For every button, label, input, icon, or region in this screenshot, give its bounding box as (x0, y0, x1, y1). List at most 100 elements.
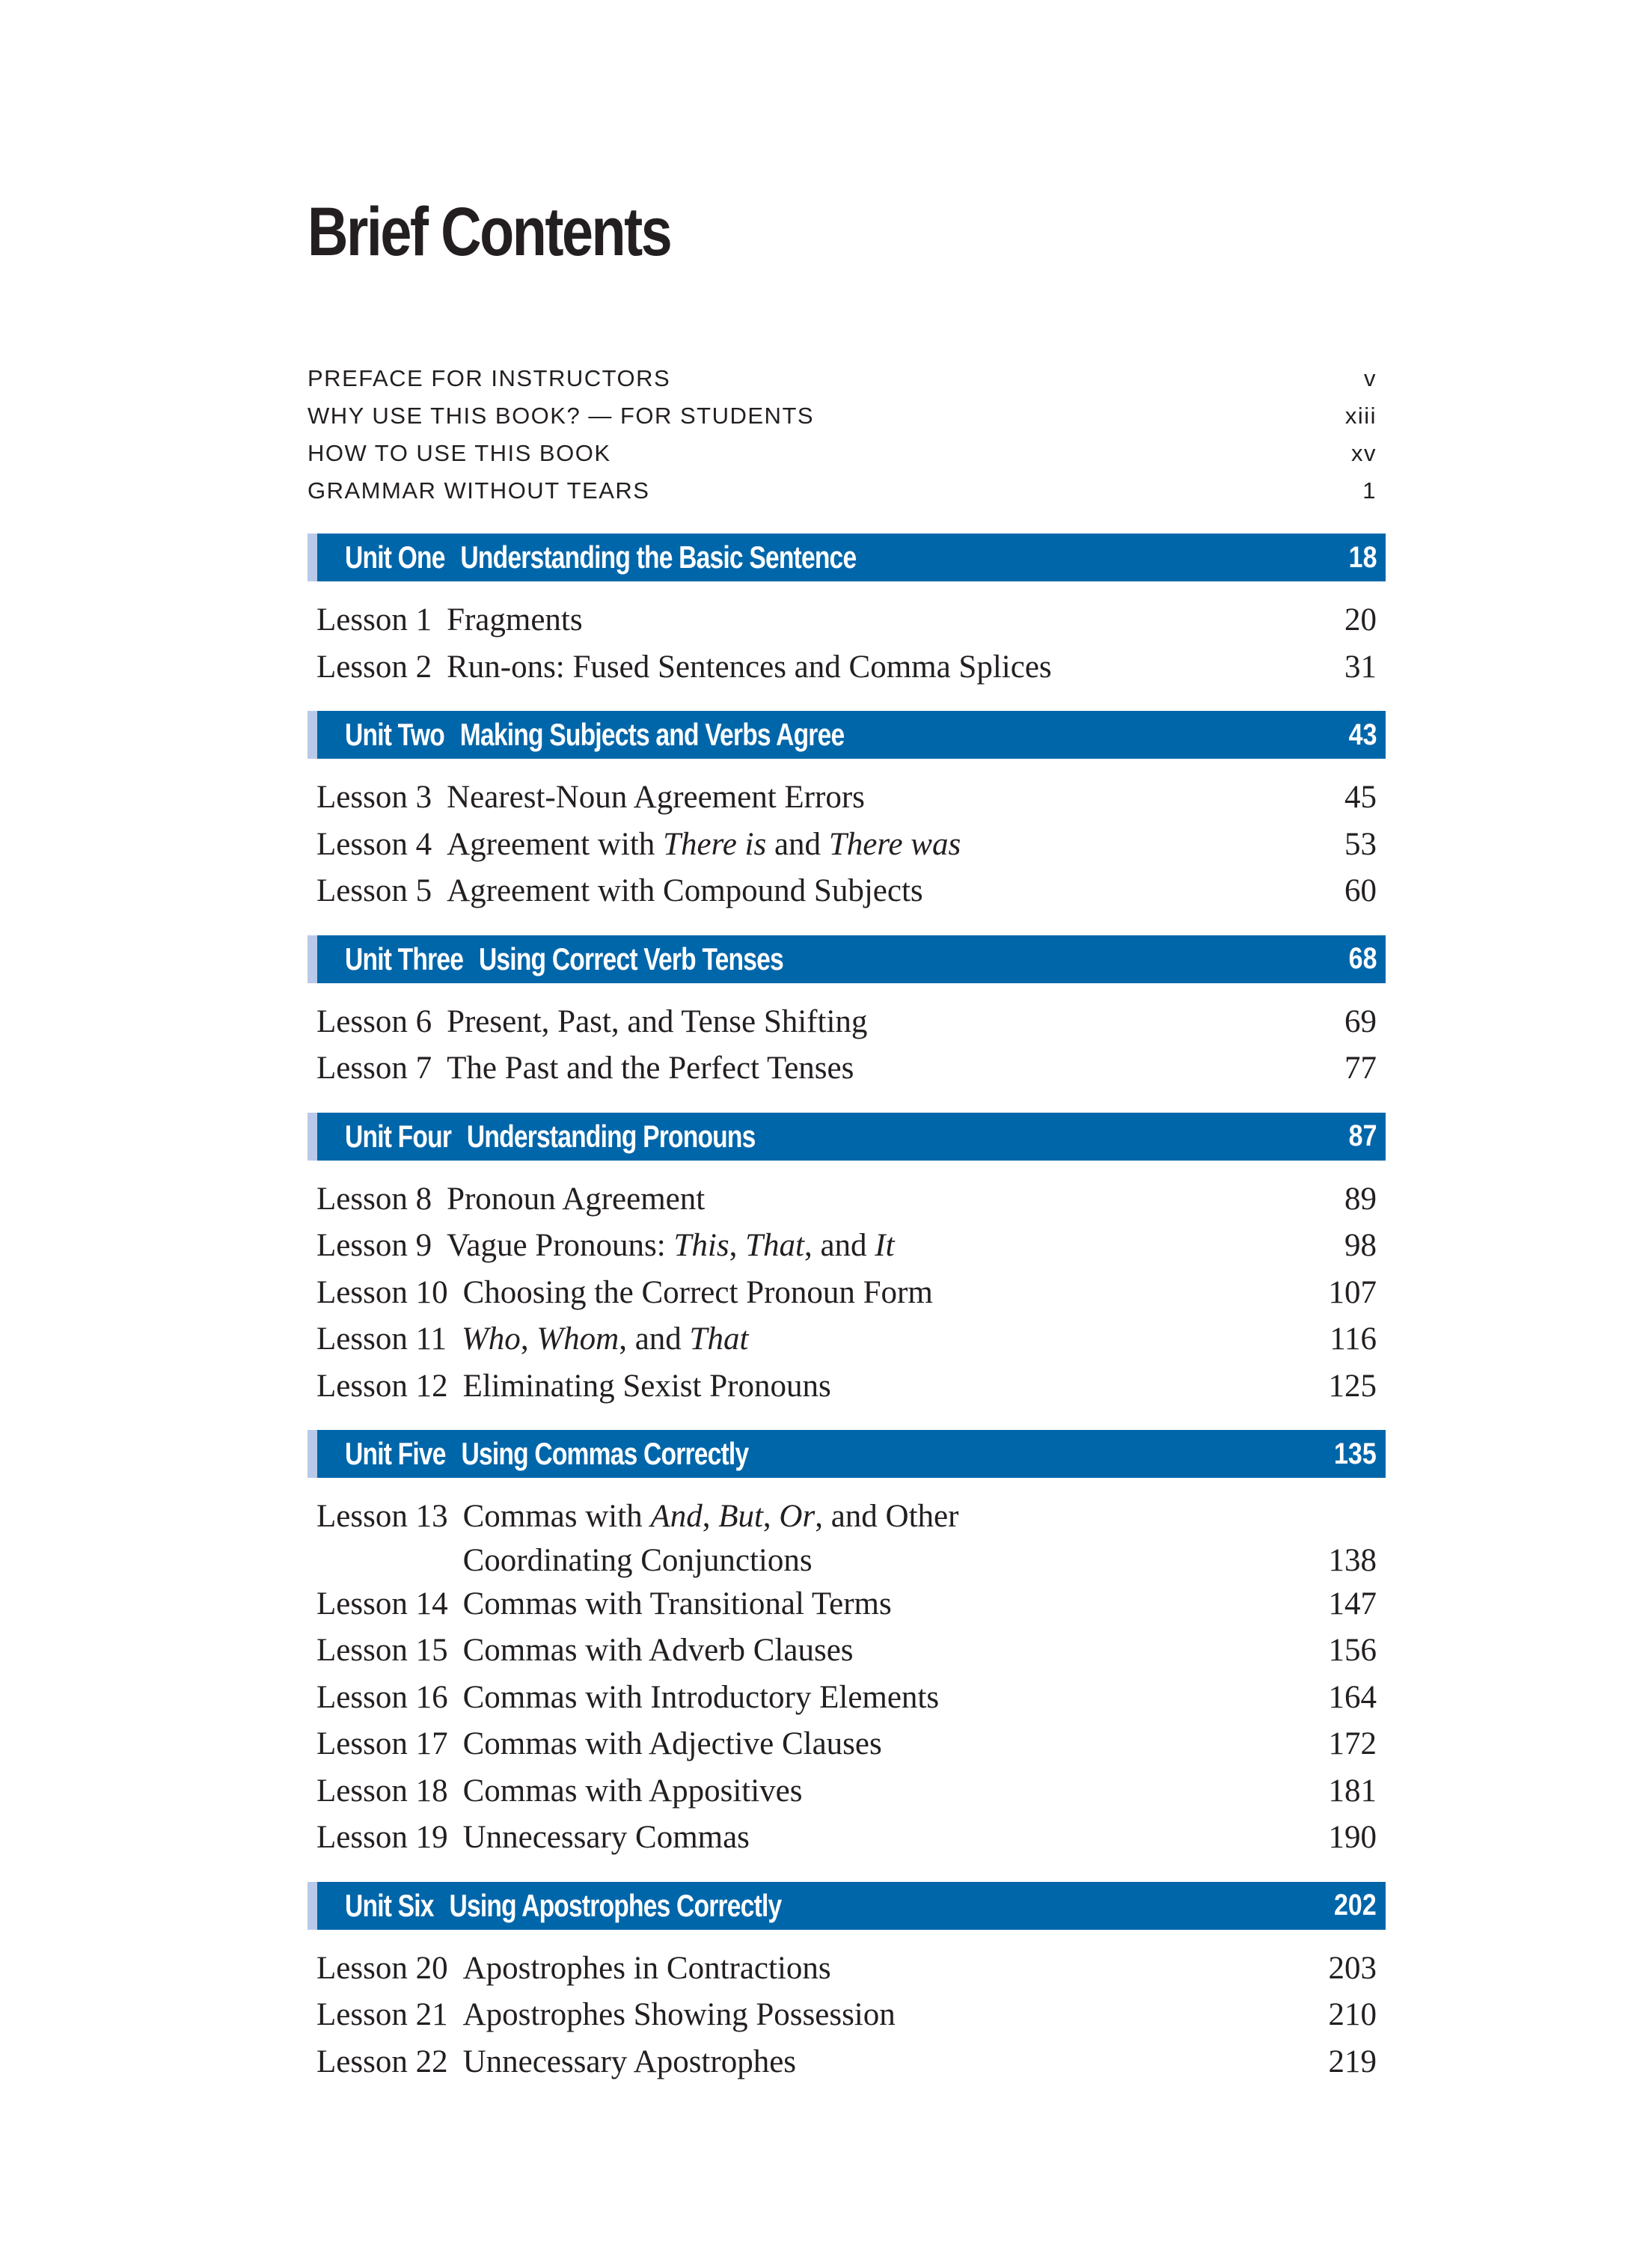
lesson-title: Who, Whom, and That (462, 1316, 748, 1363)
unit-page: 87 (1348, 1119, 1377, 1152)
unit-page: 68 (1348, 942, 1377, 975)
lesson-item[interactable]: Lesson 5 Agreement with Compound Subjects… (316, 868, 1377, 915)
unit-accent-strip (307, 711, 317, 759)
lesson-label: Lesson 1 (316, 602, 432, 638)
front-matter-page: xv (1351, 440, 1377, 466)
lesson-item[interactable]: Lesson 20 Apostrophes in Contractions 203 (316, 1945, 1377, 1993)
unit-label: Unit Three (345, 941, 464, 976)
lesson-page: 89 (1344, 1181, 1377, 1217)
lesson-item[interactable]: Lesson 6 Present, Past, and Tense Shiftin… (316, 999, 1377, 1046)
lesson-page: 172 (1328, 1726, 1377, 1761)
lesson-page: 147 (1328, 1586, 1377, 1621)
lesson-title: Unnecessary Apostrophes (463, 2039, 796, 2086)
unit-accent-strip (307, 534, 317, 581)
front-matter-page: v (1364, 365, 1377, 391)
lesson-item[interactable]: Lesson 12 Eliminating Sexist Pronouns 125 (316, 1363, 1377, 1410)
lesson-item[interactable]: Lesson 16 Commas with Introductory Elemen… (316, 1675, 1377, 1722)
lesson-title-segment: But (718, 1499, 763, 1534)
front-matter-label: WHY USE THIS BOOK? — FOR STUDENTS (307, 403, 815, 429)
front-matter-item[interactable]: WHY USE THIS BOOK? — FOR STUDENTS xiii (307, 397, 1386, 435)
lesson-page: 53 (1344, 826, 1377, 862)
lesson-title-segment: Apostrophes in Contractions (462, 1950, 831, 1986)
unit-page: 43 (1348, 718, 1377, 751)
lesson-item[interactable]: Lesson 19 Unnecessary Commas 190 (316, 1815, 1377, 1862)
lesson-label: Lesson 22 (316, 2044, 448, 2079)
lesson-title-continuation: Coordinating Conjunctions (462, 1542, 813, 1578)
unit-header[interactable]: Unit Four Understanding Pronouns 87 (307, 1112, 1386, 1161)
lesson-list: Lesson 1 Fragments 20 Lesson 2 Run-ons: Fu… (307, 581, 1386, 711)
lesson-title: Run-ons: Fused Sentences and Comma Splic… (447, 644, 1052, 691)
lesson-item[interactable]: Lesson 15 Commas with Adverb Clauses 156 (316, 1627, 1377, 1675)
lesson-title: Apostrophes in Contractions (463, 1945, 831, 1993)
lesson-item[interactable]: Lesson 18 Commas with Appositives 181 (316, 1768, 1377, 1815)
lesson-item[interactable]: Lesson 3 Nearest-Noun Agreement Errors 45 (316, 774, 1377, 822)
lesson-title: Choosing the Correct Pronoun Form (463, 1270, 933, 1317)
unit-label: Unit One (345, 540, 445, 575)
lesson-title-segment: That (745, 1228, 804, 1263)
lesson-item[interactable]: Lesson 14 Commas with Transitional Terms … (316, 1581, 1377, 1628)
lesson-title-segment: , (762, 1499, 780, 1534)
lesson-title-segment: Present, Past, and Tense Shifting (447, 1003, 868, 1039)
lesson-title: Agreement with Compound Subjects (447, 868, 923, 915)
unit-page: 202 (1334, 1889, 1377, 1922)
lesson-list: Lesson 8 Pronoun Agreement 89 Lesson 9 Vag… (307, 1161, 1386, 1431)
unit-header[interactable]: Unit Three Using Correct Verb Tenses 68 (307, 935, 1386, 983)
lesson-title-segment: This (673, 1228, 729, 1263)
lesson-item[interactable]: Lesson 10 Choosing the Correct Pronoun Fo… (316, 1270, 1377, 1317)
unit-label: Unit Two (345, 717, 445, 752)
lesson-item[interactable]: Lesson 7 The Past and the Perfect Tenses … (316, 1045, 1377, 1092)
lesson-item[interactable]: Lesson 21 Apostrophes Showing Possession … (316, 1992, 1377, 2039)
lesson-title: Apostrophes Showing Possession (463, 1992, 896, 2039)
lesson-title-segment: , (520, 1321, 537, 1357)
lesson-title: Commas with Appositives (463, 1768, 803, 1815)
lesson-title: Commas with And, But, Or, and Other (463, 1494, 959, 1541)
unit-label: Unit Six (345, 1887, 434, 1923)
lesson-item[interactable]: Lesson 4 Agreement with There is and Ther… (316, 822, 1377, 869)
lesson-label: Lesson 8 (316, 1181, 432, 1217)
unit-accent-strip (307, 1430, 317, 1478)
lesson-page: 77 (1344, 1051, 1377, 1086)
unit-page: 135 (1334, 1437, 1377, 1470)
lesson-item[interactable]: Lesson 11 Who, Whom, and That 116 (316, 1316, 1377, 1363)
unit-page: 18 (1348, 540, 1377, 574)
lesson-label: Lesson 9 (316, 1228, 432, 1263)
lesson-label: Lesson 4 (316, 826, 432, 862)
front-matter-item[interactable]: HOW TO USE THIS BOOK xv (307, 435, 1386, 472)
unit-header[interactable]: Unit Two Making Subjects and Verbs Agree … (307, 711, 1386, 759)
unit-header[interactable]: Unit Five Using Commas Correctly 135 (307, 1430, 1386, 1478)
lesson-page: 190 (1328, 1820, 1377, 1855)
lesson-title-segment: , (702, 1499, 719, 1534)
lesson-label: Lesson 16 (316, 1679, 448, 1715)
front-matter-item[interactable]: GRAMMAR WITHOUT TEARS 1 (307, 472, 1386, 510)
unit-label: Unit Five (345, 1436, 446, 1471)
lesson-title-segment: Vague Pronouns: (447, 1228, 674, 1263)
lesson-page: 31 (1344, 649, 1377, 685)
lesson-item[interactable]: Lesson 17 Commas with Adjective Clauses 1… (316, 1721, 1377, 1768)
unit-header[interactable]: Unit One Understanding the Basic Sentence… (307, 534, 1386, 581)
lesson-title-segment: Choosing the Correct Pronoun Form (462, 1274, 933, 1310)
lesson-item[interactable]: Lesson 2 Run-ons: Fused Sentences and Com… (316, 644, 1377, 691)
front-matter-label: HOW TO USE THIS BOOK (307, 440, 611, 466)
lesson-title: The Past and the Perfect Tenses (447, 1045, 854, 1092)
lesson-title: Commas with Transitional Terms (463, 1581, 892, 1628)
lesson-title: Present, Past, and Tense Shifting (447, 999, 867, 1046)
lesson-title-segment: There is (663, 826, 767, 862)
lesson-item[interactable]: Lesson 8 Pronoun Agreement 89 (316, 1176, 1377, 1223)
lesson-title-segment: , (729, 1228, 746, 1263)
lesson-item[interactable]: Lesson 9 Vague Pronouns: This, That, and … (316, 1223, 1377, 1270)
unit-accent-strip (307, 1112, 317, 1161)
lesson-title: Pronoun Agreement (447, 1176, 705, 1223)
lesson-item[interactable]: Lesson 1 Fragments 20 (316, 597, 1377, 644)
lesson-title-segment: Commas with Transitional Terms (462, 1586, 892, 1621)
lesson-item[interactable]: Lesson 13 Commas with And, But, Or, and O… (316, 1494, 1377, 1581)
lesson-label: Lesson 6 (316, 1003, 432, 1039)
unit-header[interactable]: Unit Six Using Apostrophes Correctly 202 (307, 1881, 1386, 1930)
front-matter-item[interactable]: PREFACE FOR INSTRUCTORS v (307, 360, 1386, 397)
lesson-title-segment: There was (828, 826, 961, 862)
lesson-item[interactable]: Lesson 22 Unnecessary Apostrophes 219 (316, 2039, 1377, 2086)
lesson-title: Vague Pronouns: This, That, and It (447, 1223, 894, 1270)
lesson-page: 125 (1328, 1368, 1377, 1404)
lesson-title-segment: Eliminating Sexist Pronouns (462, 1368, 831, 1404)
lesson-page: 60 (1344, 873, 1377, 908)
lesson-title-segment: Commas with Adverb Clauses (462, 1633, 854, 1668)
